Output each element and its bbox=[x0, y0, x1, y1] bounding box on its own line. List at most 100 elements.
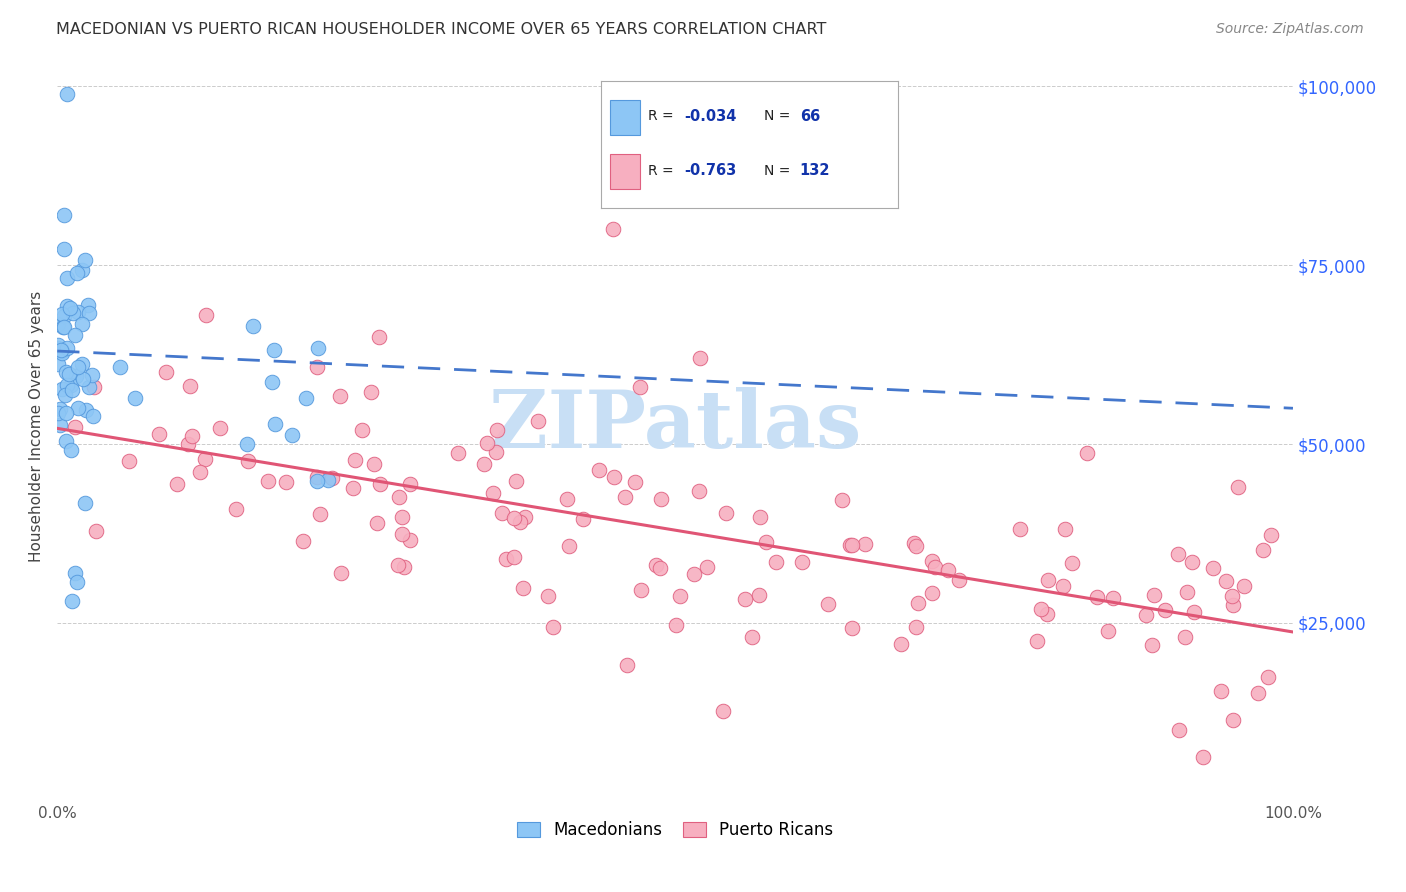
Point bbox=[124, 392, 146, 406]
Point bbox=[1140, 638, 1163, 652]
Point bbox=[1054, 522, 1077, 536]
Point bbox=[711, 704, 734, 718]
Point bbox=[1215, 574, 1237, 589]
Point bbox=[242, 318, 264, 333]
Point bbox=[557, 491, 579, 506]
Point bbox=[696, 560, 718, 574]
Point bbox=[558, 539, 581, 553]
Point bbox=[330, 566, 353, 580]
Point bbox=[1036, 607, 1059, 622]
Point bbox=[904, 620, 927, 634]
Point bbox=[1102, 591, 1125, 605]
Point bbox=[948, 573, 970, 587]
Point bbox=[505, 474, 527, 488]
Point bbox=[59, 301, 82, 316]
Point bbox=[305, 359, 328, 374]
Point bbox=[46, 406, 69, 420]
Point bbox=[603, 470, 626, 484]
Point bbox=[55, 364, 77, 378]
Point bbox=[55, 271, 77, 285]
Point bbox=[741, 630, 763, 644]
Point bbox=[117, 454, 139, 468]
Point bbox=[509, 515, 531, 529]
Point bbox=[179, 379, 201, 393]
Point bbox=[831, 492, 853, 507]
Point bbox=[276, 475, 298, 490]
Point bbox=[72, 372, 94, 386]
Point bbox=[257, 474, 280, 488]
Point bbox=[714, 506, 737, 520]
Point bbox=[1184, 605, 1206, 619]
Point bbox=[1251, 542, 1274, 557]
Point bbox=[360, 385, 382, 400]
Point bbox=[58, 367, 80, 381]
Point bbox=[63, 327, 86, 342]
Point bbox=[73, 495, 96, 509]
Point bbox=[904, 539, 927, 553]
Point bbox=[321, 471, 343, 485]
Point bbox=[60, 594, 83, 608]
Point bbox=[209, 421, 232, 435]
Point bbox=[839, 537, 862, 551]
Point bbox=[59, 378, 82, 392]
Point bbox=[1260, 527, 1282, 541]
Point bbox=[734, 592, 756, 607]
Point bbox=[53, 388, 76, 402]
Point bbox=[82, 409, 104, 423]
Point bbox=[614, 491, 637, 505]
Point bbox=[188, 465, 211, 479]
Point bbox=[316, 473, 339, 487]
Point bbox=[645, 558, 668, 572]
Point bbox=[1031, 601, 1053, 615]
Point bbox=[281, 427, 304, 442]
Point bbox=[630, 582, 652, 597]
Point bbox=[70, 317, 93, 331]
Point bbox=[903, 535, 925, 549]
Point bbox=[70, 358, 93, 372]
Point bbox=[84, 524, 107, 538]
Point bbox=[65, 368, 87, 383]
Point bbox=[388, 490, 411, 504]
Point bbox=[55, 407, 77, 421]
Point bbox=[515, 509, 537, 524]
Point bbox=[1097, 624, 1119, 639]
Point bbox=[53, 320, 76, 334]
Point bbox=[665, 617, 688, 632]
Point bbox=[52, 320, 75, 334]
Point bbox=[46, 341, 69, 355]
Point bbox=[921, 554, 943, 568]
Point bbox=[1181, 555, 1204, 569]
Point bbox=[1085, 590, 1108, 604]
Point bbox=[682, 567, 704, 582]
Point bbox=[543, 620, 565, 634]
Point bbox=[1222, 713, 1244, 727]
Point bbox=[616, 658, 638, 673]
Point bbox=[512, 582, 534, 596]
Point bbox=[56, 378, 79, 392]
Point bbox=[70, 263, 93, 277]
Point bbox=[46, 338, 69, 352]
Point bbox=[1154, 602, 1177, 616]
Point bbox=[755, 535, 778, 549]
Point bbox=[748, 588, 770, 602]
Point bbox=[890, 637, 912, 651]
Point bbox=[368, 477, 391, 491]
Point bbox=[936, 563, 959, 577]
Point bbox=[225, 502, 247, 516]
Point bbox=[53, 310, 76, 324]
Point bbox=[352, 423, 374, 437]
Point bbox=[60, 383, 83, 397]
Point bbox=[82, 368, 104, 382]
Text: ZIPatlas: ZIPatlas bbox=[489, 387, 862, 465]
Point bbox=[53, 208, 76, 222]
Point bbox=[194, 451, 217, 466]
Point bbox=[1209, 684, 1232, 698]
Point bbox=[688, 484, 710, 499]
Point bbox=[853, 537, 876, 551]
Point bbox=[62, 306, 84, 320]
Point bbox=[1060, 556, 1083, 570]
Point bbox=[1257, 670, 1279, 684]
Point bbox=[1135, 608, 1157, 623]
Point bbox=[66, 574, 89, 589]
Point bbox=[236, 437, 259, 451]
